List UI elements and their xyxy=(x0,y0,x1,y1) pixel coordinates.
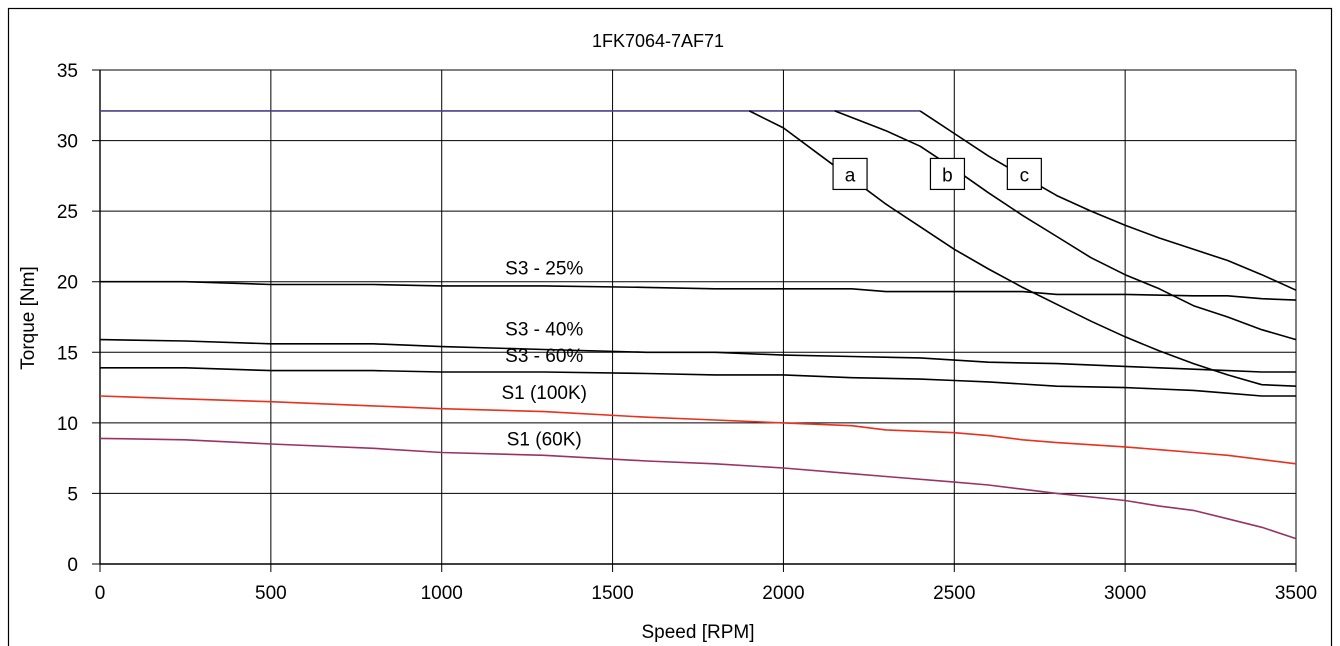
x-tick-label-1000: 1000 xyxy=(421,583,463,604)
curve-box-label-c: c xyxy=(1020,165,1030,186)
x-axis-title: Speed [RPM] xyxy=(642,622,755,643)
x-tick-label-3000: 3000 xyxy=(1104,583,1146,604)
x-tick-label-2500: 2500 xyxy=(933,583,975,604)
x-tick-label-2000: 2000 xyxy=(762,583,804,604)
label-layer: S3 - 25% S3 - 40% S3 - 60% S1 (100K) S1 (60K… xyxy=(501,157,1042,450)
x-tick-label-500: 500 xyxy=(255,583,287,604)
tick-layer: 0 5 10 15 20 25 30 35 0 500 1000 1500 2000 2500 3000 35… xyxy=(57,61,1317,604)
series-line-s3-40 xyxy=(99,338,1296,373)
y-tick-label-25: 25 xyxy=(57,202,78,223)
curve-box-label-a: a xyxy=(845,165,856,186)
y-tick-label-10: 10 xyxy=(57,414,78,435)
x-tick-label-3500: 3500 xyxy=(1275,583,1317,604)
y-tick-label-20: 20 xyxy=(57,273,78,294)
x-tick-label-0: 0 xyxy=(95,583,106,604)
series-line-s3-25 xyxy=(100,280,1297,301)
plot-area xyxy=(100,70,1296,564)
y-tick-label-30: 30 xyxy=(57,132,78,153)
series-label-s1-100k: S1 (100K) xyxy=(501,383,587,404)
curve-box-a xyxy=(832,157,868,191)
y-tick-label-35: 35 xyxy=(57,61,78,82)
y-tick-label-0: 0 xyxy=(67,555,78,576)
series-label-s3-40: S3 - 40% xyxy=(505,319,583,340)
grid-layer xyxy=(92,69,1297,572)
curve-box-b xyxy=(929,157,966,191)
curve-box-label-b: b xyxy=(942,165,953,186)
series-line-c xyxy=(919,110,1297,291)
series-label-s3-25: S3 - 25% xyxy=(505,259,583,280)
y-tick-label-15: 15 xyxy=(57,343,78,364)
series-line-s3-60 xyxy=(100,366,1296,397)
series-line-b xyxy=(834,110,1297,341)
y-axis-title: Torque [Nm] xyxy=(18,266,39,369)
series-label-s1-60k: S1 (60K) xyxy=(507,429,582,450)
x-tick-label-1500: 1500 xyxy=(591,583,633,604)
chart-title: 1FK7064-7AF71 xyxy=(592,31,724,51)
y-tick-label-5: 5 xyxy=(67,484,78,505)
series-line-s1-60k xyxy=(99,437,1297,540)
series-line-s1-100k xyxy=(99,395,1297,465)
curve-box-c xyxy=(1006,157,1042,191)
series-label-s3-60: S3 - 60% xyxy=(505,346,583,367)
